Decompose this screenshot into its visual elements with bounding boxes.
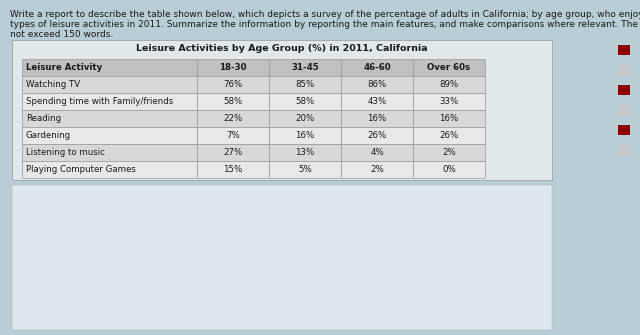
Text: 18-30: 18-30: [220, 63, 247, 72]
Text: 89%: 89%: [440, 80, 459, 89]
Bar: [413, 127, 485, 144]
Bar: [618, 85, 630, 95]
Bar: [341, 59, 413, 76]
Text: Gardening: Gardening: [26, 131, 71, 140]
Text: 20%: 20%: [296, 114, 315, 123]
Text: 13%: 13%: [296, 148, 315, 157]
Text: Watching TV: Watching TV: [26, 80, 80, 89]
Bar: [269, 110, 341, 127]
Bar: [22, 144, 197, 161]
Bar: [22, 110, 197, 127]
Text: Playing Computer Games: Playing Computer Games: [26, 165, 136, 174]
Text: 16%: 16%: [367, 114, 387, 123]
Text: Write a report to describe the table shown below, which depicts a survey of the : Write a report to describe the table sho…: [10, 10, 640, 19]
Bar: [22, 127, 197, 144]
Bar: [413, 161, 485, 178]
Bar: [197, 127, 269, 144]
Text: 5%: 5%: [298, 165, 312, 174]
Text: 15%: 15%: [223, 165, 243, 174]
Text: 58%: 58%: [223, 97, 243, 106]
Bar: [22, 76, 197, 93]
Bar: [22, 59, 197, 76]
Bar: [413, 110, 485, 127]
Text: 22%: 22%: [223, 114, 243, 123]
Bar: [413, 76, 485, 93]
Bar: [618, 125, 630, 135]
Bar: [197, 161, 269, 178]
Bar: [269, 93, 341, 110]
Bar: [341, 110, 413, 127]
Text: Leisure Activity: Leisure Activity: [26, 63, 102, 72]
Text: 27%: 27%: [223, 148, 243, 157]
Text: 16%: 16%: [296, 131, 315, 140]
Bar: [341, 127, 413, 144]
Text: 33%: 33%: [440, 97, 459, 106]
Text: Reading: Reading: [26, 114, 61, 123]
FancyBboxPatch shape: [12, 40, 552, 180]
Bar: [618, 145, 630, 155]
Bar: [413, 59, 485, 76]
Bar: [22, 161, 197, 178]
Text: 85%: 85%: [296, 80, 315, 89]
Text: 26%: 26%: [440, 131, 459, 140]
Bar: [341, 76, 413, 93]
Bar: [413, 93, 485, 110]
Text: 2%: 2%: [442, 148, 456, 157]
Text: Leisure Activities by Age Group (%) in 2011, California: Leisure Activities by Age Group (%) in 2…: [136, 44, 428, 53]
Text: Over 60s: Over 60s: [428, 63, 470, 72]
Text: 7%: 7%: [226, 131, 240, 140]
Text: 43%: 43%: [367, 97, 387, 106]
Bar: [197, 76, 269, 93]
Bar: [269, 161, 341, 178]
Bar: [618, 65, 630, 75]
Text: 4%: 4%: [370, 148, 384, 157]
Bar: [22, 93, 197, 110]
Bar: [618, 45, 630, 55]
Text: 26%: 26%: [367, 131, 387, 140]
Text: 58%: 58%: [296, 97, 315, 106]
Text: 2%: 2%: [370, 165, 384, 174]
Bar: [197, 59, 269, 76]
Text: 46-60: 46-60: [363, 63, 391, 72]
Text: 16%: 16%: [440, 114, 459, 123]
Bar: [413, 144, 485, 161]
FancyBboxPatch shape: [12, 185, 552, 330]
Text: 0%: 0%: [442, 165, 456, 174]
Bar: [269, 127, 341, 144]
Bar: [269, 59, 341, 76]
Text: Spending time with Family/friends: Spending time with Family/friends: [26, 97, 173, 106]
Text: 86%: 86%: [367, 80, 387, 89]
Bar: [341, 93, 413, 110]
Text: types of leisure activities in 2011. Summarize the information by reporting the : types of leisure activities in 2011. Sum…: [10, 20, 640, 29]
Bar: [341, 144, 413, 161]
Bar: [197, 144, 269, 161]
Bar: [197, 93, 269, 110]
Bar: [197, 110, 269, 127]
Text: not exceed 150 words.: not exceed 150 words.: [10, 30, 113, 39]
Text: Listening to music: Listening to music: [26, 148, 105, 157]
Text: 76%: 76%: [223, 80, 243, 89]
Bar: [269, 144, 341, 161]
Bar: [341, 161, 413, 178]
Bar: [269, 76, 341, 93]
Text: 31-45: 31-45: [291, 63, 319, 72]
Bar: [618, 105, 630, 115]
